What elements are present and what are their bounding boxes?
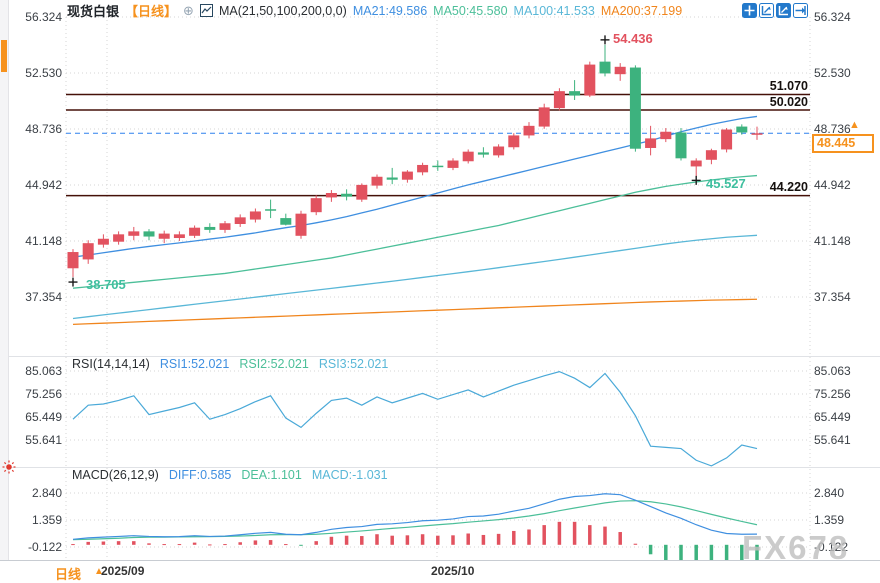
left-axis-tick-label: 56.324	[25, 10, 62, 24]
left-axis-tick-label: 1.359	[31, 513, 62, 528]
rsi-line	[72, 370, 758, 467]
support-level-label: 44.220	[769, 180, 808, 194]
rsi3-value: RSI3:52.021	[318, 357, 389, 371]
left-axis-tick-label: 52.530	[25, 65, 62, 80]
ma100-value: MA100:41.533	[513, 3, 595, 18]
macd-dea-value: DEA:1.101	[241, 468, 302, 482]
rsi2-value: RSI2:52.021	[239, 357, 309, 371]
right-axis-tick-label: 44.942	[814, 177, 851, 192]
swing-low-label: 45.527	[706, 176, 746, 191]
right-price-axis: 56.324 52.530 48.736 44.942 41.148 37.354 85.0…	[814, 0, 878, 581]
ma21-line	[72, 115, 758, 258]
right-axis-tick-label: 2.840	[814, 486, 845, 501]
macd-diff-value: DIFF:0.585	[168, 468, 232, 482]
ma21-value: MA21:49.586	[352, 3, 428, 18]
axis-scale-icon[interactable]	[759, 3, 774, 18]
lowest-price-label: 38.705	[86, 277, 126, 292]
right-axis-tick-label: 41.148	[814, 233, 851, 248]
macd-header: MACD(26,12,9) DIFF:0.585 DEA:1.101 MACD:…	[72, 468, 388, 482]
macd-diff-line	[72, 493, 758, 540]
right-axis-tick-label: 56.324	[814, 10, 851, 24]
time-axis-label: 2025/10	[431, 564, 475, 578]
macd-value: MACD:-1.031	[311, 468, 388, 482]
hot-indicator-icon[interactable]	[1, 459, 17, 475]
right-axis-tick-label: -0.122	[814, 540, 849, 555]
left-axis-tick-label: 75.256	[25, 386, 62, 401]
left-axis-tick-label: 2.840	[31, 486, 62, 501]
panel-separators	[0, 356, 880, 468]
time-axis-label: 2025/09	[101, 564, 145, 578]
right-axis-tick-label: 65.449	[814, 409, 851, 424]
axis-scale-active-icon[interactable]	[776, 3, 791, 18]
left-axis-tick-label: 37.354	[25, 289, 62, 304]
price-up-arrow-icon: ▲	[849, 119, 860, 131]
rsi-header: RSI(14,14,14) RSI1:52.021 RSI2:52.021 RS…	[72, 357, 388, 371]
macd-title[interactable]: MACD(26,12,9)	[72, 468, 159, 482]
left-strip-orange-marker	[1, 40, 7, 72]
ma100-line	[72, 234, 758, 320]
bottom-bar: 日线 ▲ 2025/09 2025/10	[0, 560, 880, 582]
ma50-value: MA50:45.580	[433, 3, 508, 18]
watermark: FX678	[742, 529, 850, 566]
macd-dea-line	[72, 500, 758, 541]
rsi1-value: RSI1:52.021	[159, 357, 230, 371]
highest-price-label: 54.436	[613, 31, 653, 46]
ma200-line	[72, 298, 758, 326]
symbol-name: 现货白银	[67, 4, 120, 19]
left-axis-tick-label: 48.736	[25, 121, 62, 136]
right-axis-tick-label: 85.063	[814, 364, 851, 378]
right-axis-tick-label: 75.256	[814, 386, 851, 401]
last-price-tag: 48.445	[812, 134, 874, 153]
period-tab-arrow-icon[interactable]: ▲	[94, 566, 104, 577]
period-tab-daily[interactable]: 日线	[55, 567, 82, 582]
right-axis-tick-label: 55.641	[814, 432, 851, 447]
left-axis-tick-label: -0.122	[27, 540, 62, 555]
left-edge-strip	[0, 0, 9, 581]
level-lines	[66, 93, 810, 197]
left-axis-tick-label: 44.942	[25, 177, 62, 192]
right-axis-tick-label: 52.530	[814, 65, 851, 80]
left-price-axis: 56.324 52.530 48.736 44.942 41.148 37.354 85.0…	[6, 0, 62, 581]
timeframe-label[interactable]: 【日线】	[125, 4, 178, 19]
indicator-chart-icon[interactable]	[199, 4, 213, 17]
chart-toolbar	[742, 3, 808, 18]
grid	[65, 16, 811, 558]
left-axis-tick-label: 55.641	[25, 432, 62, 447]
right-axis-tick-label: 37.354	[814, 289, 851, 304]
right-axis-tick-label: 1.359	[814, 513, 845, 528]
rsi-title[interactable]: RSI(14,14,14)	[72, 357, 150, 371]
ma200-value: MA200:37.199	[600, 3, 683, 18]
add-compare-icon[interactable]: ⊕	[183, 3, 194, 18]
extreme-price-markers	[68, 35, 701, 287]
left-axis-tick-label: 65.449	[25, 409, 62, 424]
right-axis-tick-label: 48.736	[814, 121, 851, 136]
left-axis-tick-label: 85.063	[25, 364, 62, 378]
resistance-level-label-1: 51.070	[769, 79, 808, 93]
ma50-line	[72, 174, 758, 289]
candlestick-series	[67, 44, 763, 278]
left-axis-tick-label: 41.148	[25, 233, 62, 248]
resistance-level-label-2: 50.020	[769, 95, 808, 109]
crosshair-move-icon[interactable]	[742, 3, 757, 18]
go-to-latest-icon[interactable]	[793, 3, 808, 18]
ma-settings-label[interactable]: MA(21,50,100,200,0,0)	[218, 3, 347, 18]
chart-header: 现货白银 【日线】 ⊕ MA(21,50,100,200,0,0) MA21:4…	[67, 2, 683, 20]
